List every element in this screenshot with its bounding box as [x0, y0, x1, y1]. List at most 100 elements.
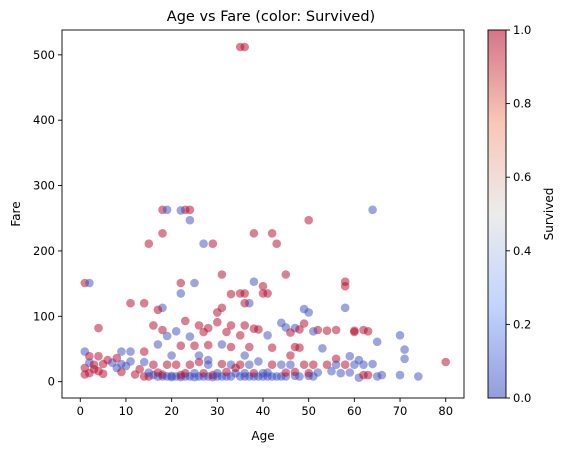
- scatter-point: [240, 321, 249, 330]
- y-tick-label: 200: [33, 244, 55, 258]
- colorbar-tick-label: 0.0: [513, 391, 531, 405]
- scatter-point: [395, 370, 405, 380]
- scatter-point: [322, 360, 332, 370]
- scatter-point: [318, 344, 327, 353]
- scatter-point: [245, 342, 254, 352]
- y-tick-label: 300: [33, 179, 55, 193]
- colorbar-tick-label: 0.8: [513, 97, 531, 111]
- scatter-point: [299, 360, 309, 370]
- scatter-point: [441, 357, 451, 367]
- scatter-point: [395, 331, 405, 340]
- scatter-point: [167, 351, 176, 360]
- scatter-point: [98, 369, 108, 379]
- scatter-point: [213, 308, 222, 317]
- scatter-point: [400, 345, 409, 354]
- chart-title: Age vs Fare (color: Survived): [167, 9, 375, 25]
- colorbar: 0.0 0.2 0.4 0.6 0.8 1.0 Survived: [487, 23, 556, 405]
- colorbar-tick-label: 0.6: [513, 170, 531, 184]
- x-tick-label: 80: [438, 404, 453, 418]
- x-tick-label: 20: [164, 404, 179, 418]
- scatter-point: [368, 359, 377, 369]
- scatter-point: [194, 357, 204, 367]
- scatter-point: [153, 305, 163, 315]
- scatter-point: [194, 351, 204, 360]
- scatter-point: [372, 337, 382, 347]
- plot-background: [62, 30, 464, 398]
- scatter-point: [240, 289, 249, 298]
- scatter-point: [249, 277, 259, 287]
- x-tick-label: 0: [77, 404, 84, 418]
- scatter-point: [94, 323, 103, 333]
- scatter-point: [176, 341, 186, 351]
- x-tick-label: 10: [119, 404, 134, 418]
- scatter-point: [340, 360, 350, 370]
- scatter-point: [222, 327, 231, 337]
- x-tick-label: 70: [393, 404, 408, 418]
- scatter-point: [235, 360, 245, 370]
- scatter-point: [286, 328, 295, 337]
- scatter-point: [185, 215, 195, 225]
- scatter-point: [254, 357, 263, 366]
- scatter-point: [158, 325, 167, 335]
- scatter-point: [281, 368, 291, 377]
- scatter-point: [226, 321, 236, 330]
- colorbar-ticks: 0.0 0.2 0.4 0.6 0.8 1.0: [506, 23, 531, 405]
- scatter-point: [267, 343, 277, 353]
- scatter-point: [400, 354, 409, 364]
- scatter-point: [135, 364, 144, 374]
- scatter-point: [162, 360, 172, 370]
- scatter-point: [217, 340, 227, 349]
- scatter-point: [203, 355, 213, 365]
- scatter-point: [249, 229, 259, 238]
- scatter-point: [327, 366, 336, 376]
- scatter-point: [185, 332, 195, 341]
- scatter-point: [181, 316, 190, 326]
- colorbar-frame: [487, 29, 507, 399]
- scatter-point: [277, 360, 286, 370]
- scatter-point: [281, 270, 291, 279]
- scatter-point: [272, 239, 282, 248]
- scatter-point: [203, 340, 213, 350]
- scatter-point: [213, 317, 222, 327]
- scatter-point: [144, 239, 154, 248]
- x-tick-label: 60: [347, 404, 362, 418]
- scatter-point: [190, 341, 199, 351]
- scatter-point: [139, 347, 149, 356]
- colorbar-gradient: [488, 30, 506, 398]
- scatter-point: [340, 303, 350, 313]
- scatter-point: [194, 321, 204, 330]
- scatter-point: [240, 351, 249, 360]
- scatter-point: [245, 360, 254, 370]
- y-axis-label: Fare: [9, 201, 23, 226]
- scatter-point: [295, 343, 304, 353]
- colorbar-tick-label: 1.0: [513, 23, 531, 37]
- scatter-point: [345, 368, 355, 377]
- scatter-point: [313, 368, 323, 377]
- scatter-point: [331, 360, 341, 370]
- scatter-point: [286, 360, 295, 370]
- scatter-point: [176, 289, 186, 298]
- scatter-point: [309, 360, 318, 370]
- scatter-point: [112, 353, 122, 363]
- scatter-point: [226, 342, 236, 352]
- scatter-point: [304, 308, 314, 317]
- scatter-point: [117, 367, 126, 377]
- scatter-point: [217, 270, 227, 279]
- scatter-point: [217, 359, 227, 369]
- scatter-point: [254, 325, 263, 334]
- scatter-point: [267, 229, 277, 238]
- scatter-point: [368, 205, 377, 215]
- scatter-point: [304, 215, 314, 225]
- scatter-point: [126, 357, 135, 366]
- scatter-point: [126, 347, 135, 356]
- scatter-point: [258, 281, 268, 291]
- scatter-point: [94, 351, 103, 361]
- points-layer: [80, 42, 451, 383]
- scatter-point: [199, 239, 208, 248]
- scatter-point: [171, 360, 181, 370]
- y-tick-label: 0: [48, 375, 55, 389]
- y-axis: 0 100 200 300 400 500: [33, 48, 62, 389]
- colorbar-tick-label: 0.4: [513, 244, 531, 258]
